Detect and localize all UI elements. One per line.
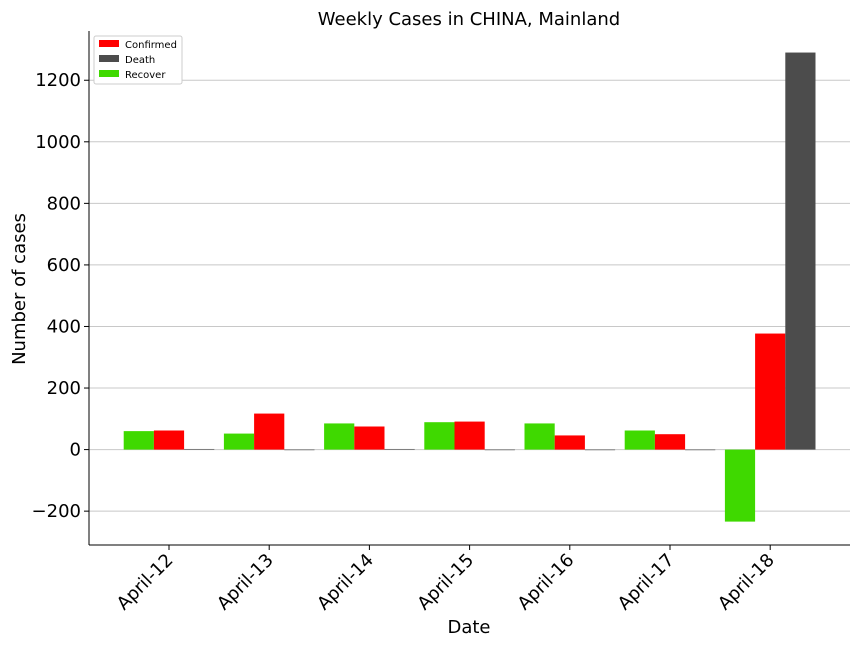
y-tick-label: 400 (47, 316, 81, 337)
legend-label-confirmed: Confirmed (125, 40, 177, 51)
y-tick-label: 600 (47, 255, 81, 276)
gridlines (89, 79, 850, 512)
legend-swatch-recover (99, 70, 119, 77)
bar-recover-april-18 (724, 449, 756, 522)
bar-confirmed-april-14 (354, 426, 385, 450)
y-tick-label: −200 (32, 501, 81, 522)
bar-death-april-17 (685, 449, 716, 451)
bar-confirmed-april-16 (554, 435, 585, 450)
bar-death-april-15 (484, 449, 515, 451)
y-tick-label: 1000 (35, 132, 81, 153)
y-tick-label: 1200 (35, 70, 81, 91)
y-ticks: −200 0 200 400 600 800 1000 1200 (32, 70, 89, 522)
bar-confirmed-april-17 (654, 434, 686, 450)
x-ticks: April-12 April-13 April-14 April-15 April-16… (113, 545, 779, 614)
legend-label-death: Death (125, 55, 155, 66)
bar-confirmed-april-18 (755, 333, 786, 450)
bar-recover-april-17 (624, 430, 655, 450)
chart-title: Weekly Cases in CHINA, Mainland (318, 9, 620, 30)
bar-death-april-13 (284, 449, 315, 451)
bar-recover-april-15 (424, 422, 455, 450)
x-tick-label: April-17 (614, 550, 679, 615)
bars (123, 52, 816, 522)
y-tick-label: 800 (47, 193, 81, 214)
legend-label-recover: Recover (125, 70, 166, 81)
bar-death-april-12 (184, 448, 215, 450)
x-tick-label: April-18 (714, 550, 779, 615)
bar-confirmed-april-13 (254, 413, 285, 450)
x-tick-label: April-12 (113, 550, 178, 615)
legend-swatch-confirmed (99, 40, 119, 47)
x-tick-label: April-15 (413, 550, 478, 615)
legend: Confirmed Death Recover (93, 35, 183, 85)
bar-confirmed-april-15 (454, 421, 485, 450)
y-tick-label: 0 (70, 440, 81, 461)
x-tick-label: April-13 (213, 550, 278, 615)
bar-recover-april-13 (223, 433, 255, 450)
bar-confirmed-april-12 (153, 430, 185, 450)
bar-death-april-14 (384, 448, 415, 450)
x-axis-title: Date (447, 617, 490, 638)
bar-recover-april-14 (324, 423, 355, 450)
x-tick-label: April-14 (313, 550, 378, 615)
x-tick-label: April-16 (514, 550, 579, 615)
legend-swatch-death (99, 55, 119, 62)
bar-recover-april-16 (524, 423, 555, 450)
bar-recover-april-12 (123, 431, 154, 450)
bar-death-april-16 (584, 449, 616, 451)
y-tick-label: 200 (47, 378, 81, 399)
y-axis-title: Number of cases (9, 213, 30, 365)
bar-death-april-18 (785, 52, 816, 450)
